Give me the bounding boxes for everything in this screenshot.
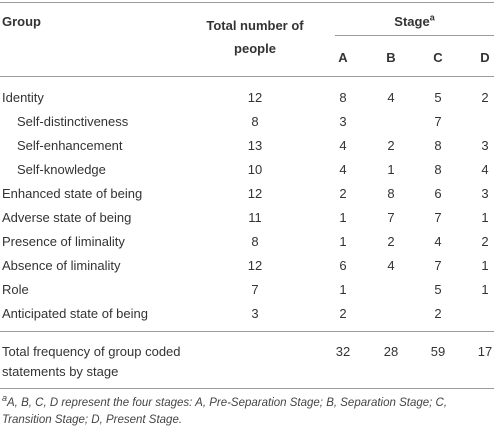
cell: 2 [481,234,489,249]
cell: 4 [339,162,347,177]
stage-marker: a [429,12,435,23]
row-label: Role [2,282,29,297]
stage-label: Stage [394,14,430,29]
cell: 13 [247,138,263,153]
stage-header: B [386,50,396,65]
cell: 7 [387,210,395,225]
cell: 7 [434,114,442,129]
cell: 5 [434,282,442,297]
row-label: Self-enhancement [17,138,123,153]
cell: 8 [434,162,442,177]
cell: 3 [481,186,489,201]
row-label: Absence of liminality [2,258,121,273]
cell: 8 [387,186,395,201]
header-total: Total number of people [206,18,304,56]
cell: 2 [434,306,442,321]
cell: 2 [387,234,395,249]
total-label: Total frequency of group coded statement… [2,344,181,379]
cell: 12 [247,186,263,201]
stage-header: C [433,50,443,65]
cell: 10 [247,162,263,177]
header-group: Group [2,14,41,29]
row-label: Self-knowledge [17,162,106,177]
cell: 4 [387,258,395,273]
cell: 4 [387,90,395,105]
total-cell: 59 [430,344,446,359]
row-label: Anticipated state of being [2,306,148,321]
cell: 6 [339,258,347,273]
cell: 12 [247,258,263,273]
cell: 3 [251,306,259,321]
row-label: Identity [2,90,44,105]
row-label: Enhanced state of being [2,186,143,201]
cell: 11 [248,210,262,225]
total-cell: 17 [477,344,493,359]
cell: 1 [387,162,395,177]
cell: 8 [339,90,347,105]
cell: 8 [251,234,259,249]
cell: 1 [481,282,489,297]
cell: 5 [434,90,442,105]
stage-header: A [338,50,348,65]
cell: 1 [339,234,347,249]
cell: 1 [481,258,489,273]
cell: 2 [339,186,347,201]
cell: 1 [339,282,347,297]
total-cell: 28 [383,344,399,359]
cell: 4 [481,162,489,177]
cell: 4 [434,234,442,249]
rule [0,331,494,332]
rule [0,388,494,389]
row-label: Self-distinctiveness [17,114,129,129]
row-label: Adverse state of being [2,210,132,225]
footnote-text: A, B, C, D represent the four stages: A,… [2,397,448,426]
cell: 3 [481,138,489,153]
cell: 8 [434,138,442,153]
cell: 2 [481,90,489,105]
cell: 1 [339,210,347,225]
cell: 2 [339,306,347,321]
footnote: aA, B, C, D represent the four stages: A… [2,393,490,429]
cell: 3 [339,114,347,129]
total-cell: 32 [335,344,351,359]
rule [0,76,494,77]
cell: 6 [434,186,442,201]
cell: 7 [251,282,259,297]
cell: 7 [434,210,442,225]
cell: 8 [251,114,259,129]
rule [335,35,494,36]
row-label: Presence of liminality [2,234,125,249]
cell: 2 [387,138,395,153]
cell: 7 [434,258,442,273]
stage-header: D [480,50,490,65]
cell: 4 [339,138,347,153]
cell: 12 [247,90,263,105]
cell: 1 [481,210,489,225]
rule [0,2,494,3]
footnote-marker: a [2,393,8,404]
header-stage: Stagea [335,12,494,30]
